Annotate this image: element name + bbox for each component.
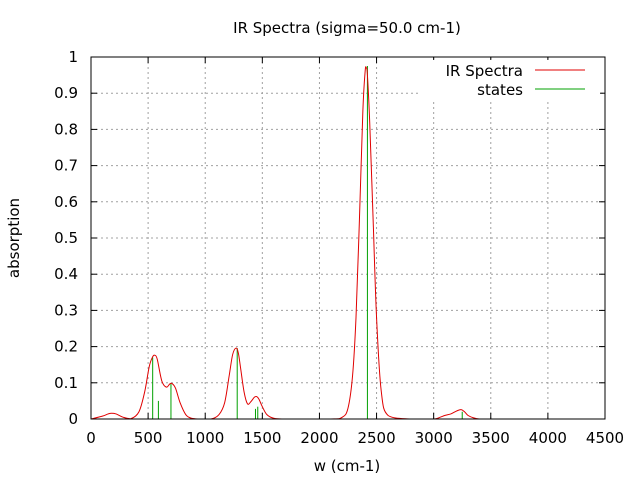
- y-tick-label: 0.3: [54, 301, 78, 319]
- ir-spectra-point: [258, 399, 259, 400]
- ir-spectra-point: [122, 417, 123, 418]
- chart-title: IR Spectra (sigma=50.0 cm-1): [233, 19, 461, 37]
- ir-spectra-point: [175, 388, 176, 389]
- ir-spectra-point: [149, 366, 150, 367]
- ir-spectra-line: [90, 66, 605, 420]
- legend-label-states: states: [477, 81, 523, 99]
- ir-spectra-point: [144, 391, 145, 392]
- ir-spectra-point: [362, 111, 363, 112]
- plot-frame: [90, 56, 606, 420]
- ir-spectra-point: [240, 368, 241, 369]
- ir-spectra-point: [387, 415, 388, 416]
- ir-spectra-point: [218, 414, 219, 415]
- legend: IR Spectra states: [420, 60, 600, 100]
- y-axis-label: absorption: [5, 198, 23, 278]
- ir-spectra-point: [473, 417, 474, 418]
- ir-spectra-point: [154, 355, 155, 356]
- x-tick-label: 500: [134, 429, 163, 447]
- ir-spectra-point: [166, 387, 167, 388]
- ir-spectra-point: [369, 122, 370, 123]
- ir-spectra-point: [180, 402, 181, 403]
- y-tick-label: 0.8: [54, 120, 78, 138]
- ir-spectra-point: [152, 356, 153, 357]
- ir-spectra-point: [254, 397, 255, 398]
- legend-label-ir-spectra: IR Spectra: [446, 62, 523, 80]
- ir-spectra-point: [456, 411, 457, 412]
- ir-spectra-point: [439, 417, 440, 418]
- tick-layer: 0 500 1000 1500 2000 2500 3000 3500 4000 4500 0 0.1…: [54, 48, 624, 447]
- y-tick-label: 0.5: [54, 229, 78, 247]
- ir-spectra-point: [238, 353, 239, 354]
- y-tick-label: 1: [68, 48, 78, 66]
- ir-spectra-point: [348, 408, 349, 409]
- ir-spectra-point: [342, 417, 343, 418]
- x-tick-label: 2000: [300, 429, 338, 447]
- legend-background: [420, 60, 600, 100]
- ir-spectra-point: [116, 413, 117, 414]
- ir-spectra-point: [467, 415, 468, 416]
- ir-spectra-point: [172, 383, 173, 384]
- ir-spectra-point: [359, 219, 360, 220]
- x-axis-label: w (cm-1): [314, 457, 381, 475]
- series-layer: [90, 66, 605, 420]
- ir-spectra-point: [262, 406, 263, 407]
- x-tick-label: 2500: [357, 429, 395, 447]
- ir-spectra-point: [232, 354, 233, 355]
- ir-spectra-point: [236, 348, 237, 349]
- ir-spectra-point: [185, 414, 186, 415]
- ir-spectra-point: [352, 375, 353, 376]
- ir-spectra-point: [111, 413, 112, 414]
- y-tick-label: 0.6: [54, 193, 78, 211]
- ir-spectra-point: [266, 414, 267, 415]
- x-tick-label: 0: [86, 429, 96, 447]
- ir-spectra-point: [250, 401, 251, 402]
- ir-spectra-point: [450, 413, 451, 414]
- ir-spectra-point: [355, 317, 356, 318]
- y-tick-label: 0.7: [54, 157, 78, 175]
- y-tick-label: 0.2: [54, 338, 78, 356]
- x-tick-label: 4500: [586, 429, 624, 447]
- ir-spectra-point: [229, 375, 230, 376]
- y-tick-label: 0.4: [54, 265, 78, 283]
- ir-spectra-point: [461, 409, 462, 410]
- grid-layer: [91, 57, 605, 419]
- ir-spectra-point: [366, 67, 367, 68]
- ir-spectra-point: [464, 411, 465, 412]
- ir-spectra-point: [381, 390, 382, 391]
- x-tick-label: 3500: [472, 429, 510, 447]
- ir-spectra-point: [244, 391, 245, 392]
- y-tick-label: 0: [68, 410, 78, 428]
- ir-spectra-point: [365, 71, 366, 72]
- ir-spectra-point: [376, 317, 377, 318]
- ir-spectra-point: [445, 415, 446, 416]
- x-tick-label: 1500: [243, 429, 281, 447]
- ir-spectra-point: [157, 359, 158, 360]
- ir-spectra-point: [138, 411, 139, 412]
- ir-spectra-point: [373, 219, 374, 220]
- ir-spectra-point: [169, 383, 170, 384]
- ir-spectra-point: [224, 402, 225, 403]
- ir-spectra-point: [256, 396, 257, 397]
- x-tick-label: 1000: [186, 429, 224, 447]
- x-tick-label: 3000: [415, 429, 453, 447]
- x-tick-label: 4000: [529, 429, 567, 447]
- y-tick-label: 0.1: [54, 374, 78, 392]
- ir-spectra-point: [367, 75, 368, 76]
- ir-spectra-point: [247, 403, 248, 404]
- ir-spectra-point: [108, 413, 109, 414]
- y-tick-label: 0.9: [54, 84, 78, 102]
- ir-spectra-point: [102, 416, 103, 417]
- ir-spectra-point: [161, 380, 162, 381]
